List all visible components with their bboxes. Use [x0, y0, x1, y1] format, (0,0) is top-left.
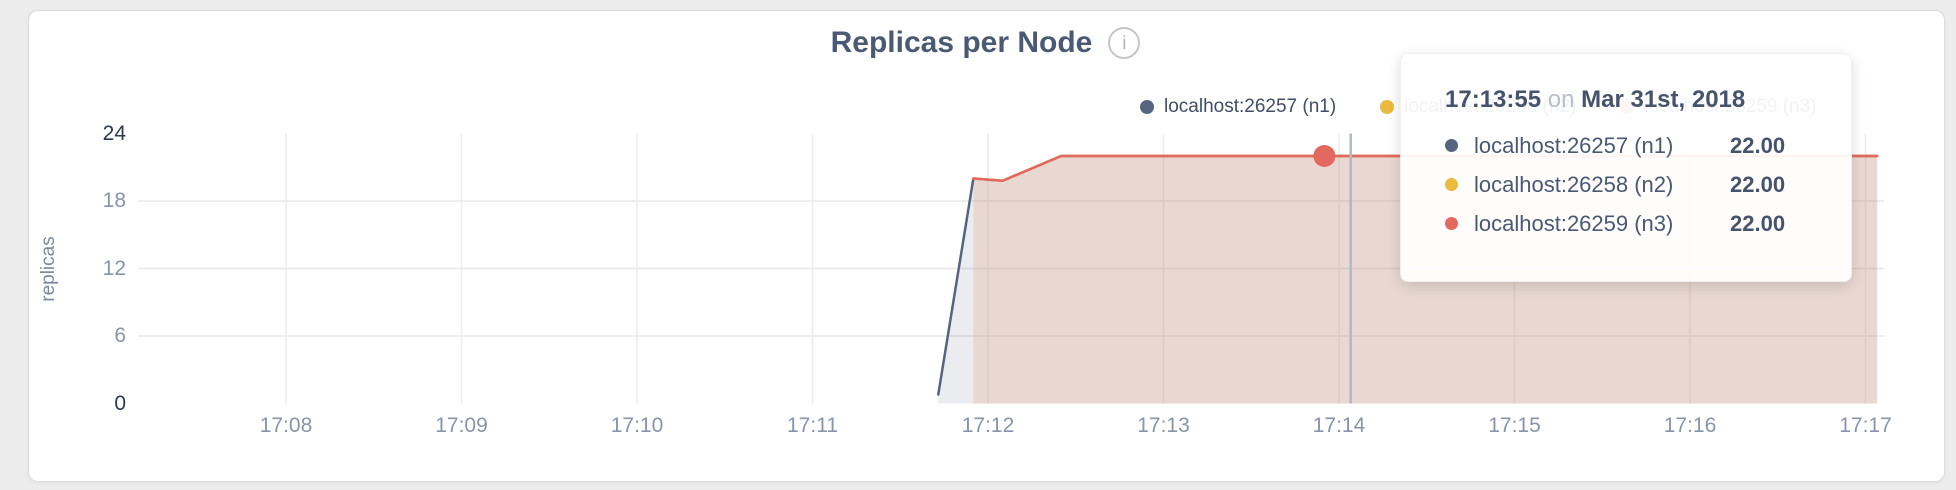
legend-item-n1[interactable]: localhost:26257 (n1) [1140, 96, 1336, 118]
x-axis-label: 17:17 [1839, 414, 1892, 437]
tooltip-value-n3: 22.00 [1730, 210, 1786, 236]
x-axis-label: 17:16 [1663, 414, 1717, 437]
y-axis-label: 6 [114, 324, 126, 347]
hover-tooltip: 17:13:55 on Mar 31st, 2018 localhost:262… [1400, 53, 1852, 282]
legend-label-n1: localhost:26257 (n1) [1164, 96, 1337, 117]
y-axis-label: 12 [102, 256, 126, 280]
x-axis-label: 17:14 [1312, 414, 1366, 437]
tooltip-date: Mar 31st, 2018 [1581, 86, 1746, 113]
x-axis-label: 17:09 [435, 414, 488, 437]
tooltip-time: 17:13:55 [1445, 86, 1542, 113]
legend-dot-n2 [1380, 100, 1395, 114]
tooltip-row-n3: localhost:26259 (n3) 22.00 [1445, 204, 1851, 243]
legend-dot-n1 [1140, 100, 1154, 114]
x-axis-label: 17:15 [1488, 414, 1541, 437]
x-axis-label: 17:12 [961, 414, 1015, 437]
chart-header: Replicas per Node i [28, 26, 1943, 60]
tooltip-label-n3: localhost:26259 (n3) [1474, 210, 1674, 236]
y-axis-label: 18 [102, 189, 126, 212]
tooltip-dot-n3 [1445, 217, 1458, 230]
tooltip-dot-n1 [1445, 139, 1458, 152]
tooltip-dot-n2 [1445, 178, 1458, 191]
tooltip-timestamp: 17:13:55 on Mar 31st, 2018 [1445, 86, 1851, 114]
y-axis-label: 24 [102, 121, 126, 145]
x-axis-label: 17:08 [259, 414, 313, 437]
hover-point[interactable] [1313, 145, 1336, 167]
tooltip-row-n2: localhost:26258 (n2) 22.00 [1445, 165, 1851, 204]
tooltip-row-n1: localhost:26257 (n1) 22.00 [1445, 126, 1851, 165]
tooltip-conjunction: on [1547, 86, 1575, 113]
x-axis-label: 17:10 [610, 414, 664, 437]
chart-title: Replicas per Node [830, 26, 1093, 59]
x-axis-label: 17:11 [787, 414, 838, 437]
x-axis-label: 17:13 [1137, 414, 1190, 437]
tooltip-label-n1: localhost:26257 (n1) [1474, 132, 1674, 158]
tooltip-value-n1: 22.00 [1730, 132, 1786, 158]
tooltip-value-n2: 22.00 [1730, 171, 1786, 197]
info-icon[interactable]: i [1108, 27, 1141, 59]
tooltip-label-n2: localhost:26258 (n2) [1474, 171, 1674, 197]
y-axis-label: 0 [114, 391, 126, 415]
